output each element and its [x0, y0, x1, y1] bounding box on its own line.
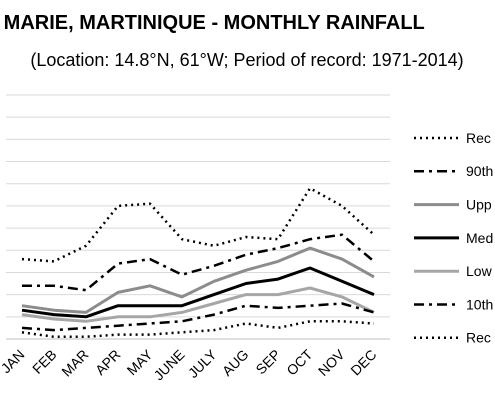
x-tick-label: JULY — [185, 346, 220, 381]
x-tick-label: OCT — [283, 346, 316, 379]
legend-label: Med — [466, 230, 493, 246]
series-line-1 — [22, 233, 375, 292]
x-tick-label: MAR — [58, 346, 91, 379]
legend-label: Low — [466, 263, 493, 279]
legend-label: 10th — [466, 296, 493, 312]
series-line-3 — [21, 266, 375, 319]
x-tick-label: SEP — [252, 346, 283, 377]
x-tick-label: AUG — [219, 346, 252, 379]
series-line-6 — [21, 320, 375, 339]
series-line-4 — [21, 286, 375, 323]
x-tick-label: FEB — [29, 346, 60, 377]
legend-label: 90th — [466, 163, 493, 179]
x-tick-label: JUNE — [150, 346, 187, 383]
chart-title: STE MARIE, MARTINIQUE - MONTHLY RAINFALL — [0, 12, 425, 34]
x-tick-label: JAN — [0, 346, 28, 376]
x-tick-label: NOV — [315, 346, 348, 379]
x-tick-label: APR — [92, 346, 124, 378]
series-line-5 — [21, 302, 375, 332]
x-tick-label: DEC — [347, 346, 379, 378]
series-lines — [21, 186, 375, 339]
legend-label: Upp — [466, 197, 492, 213]
series-line-2 — [21, 246, 375, 314]
legend: Rec 90th Upp Med Low 10th Rec — [414, 130, 493, 346]
gridlines — [6, 94, 390, 318]
series-line-0 — [21, 186, 375, 263]
legend-label: Rec — [466, 130, 491, 146]
legend-label: Rec — [466, 330, 491, 346]
chart-subtitle: (Location: 14.8°N, 61°W; Period of recor… — [30, 50, 463, 70]
